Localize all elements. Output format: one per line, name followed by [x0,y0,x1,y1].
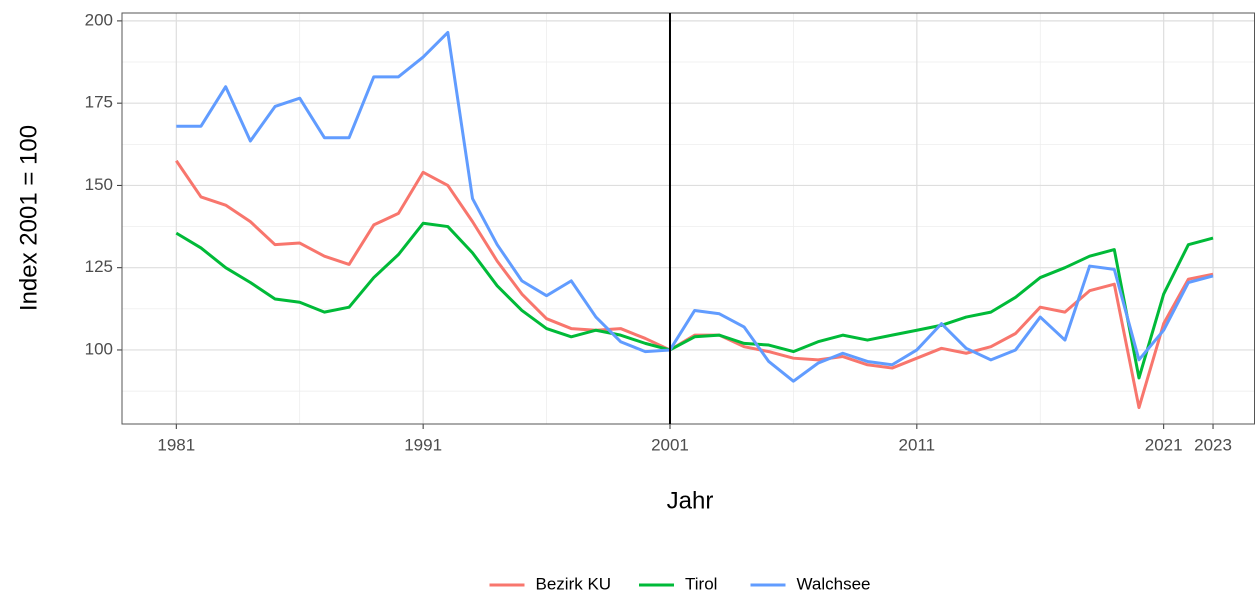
plot-background [122,13,1255,424]
y-tick-label: 200 [85,10,113,29]
y-tick-label: 150 [85,175,113,194]
series-line [175,159,1214,410]
x-tick-label: 2023 [1194,435,1232,454]
series-line [175,221,1214,380]
y-axis-title: Index 2001 = 100 [15,125,42,311]
x-tick-label: 2001 [651,435,689,454]
y-tick-label: 175 [85,93,113,112]
legend-label: Bezirk KU [536,574,612,593]
y-tick-label: 100 [85,339,113,358]
x-tick-label: 1981 [157,435,195,454]
x-tick-label: 2021 [1145,435,1183,454]
legend-label: Tirol [685,574,717,593]
series-line [176,30,1214,383]
x-axis-title: Jahr [667,487,714,514]
x-tick-label: 2011 [899,435,936,454]
x-tick-label: 1991 [404,435,442,454]
legend-label: Walchsee [797,574,871,593]
y-tick-label: 125 [85,257,113,276]
